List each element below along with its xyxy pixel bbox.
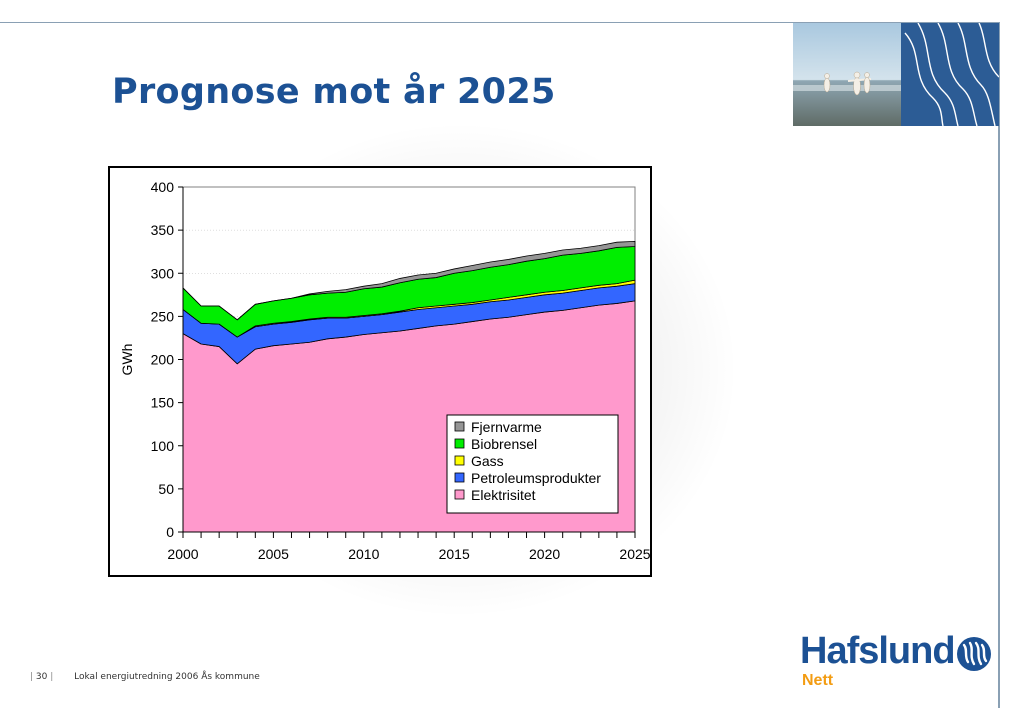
legend-box [446, 414, 619, 514]
x-tick-label: 2000 [167, 546, 198, 562]
y-axis-label: GWh [119, 344, 135, 376]
slide-title: Prognose mot år 2025 [112, 72, 556, 112]
legend-swatch [454, 438, 465, 449]
slide-footer: | 30 | Lokal energiutredning 2006 Ås kom… [30, 672, 260, 682]
y-tick-label: 100 [151, 438, 175, 454]
x-tick-label: 2005 [258, 546, 289, 562]
legend-label: Petroleumsprodukter [471, 470, 601, 486]
footer-separator: | [47, 672, 54, 682]
legend-swatch [454, 489, 465, 500]
legend-label: Fjernvarme [471, 419, 542, 435]
chart-frame: 0 50 100 150 200 250 300 350 400 2000 2005 2010 2015… [108, 166, 652, 577]
legend-swatch [454, 455, 465, 466]
x-tick-label: 2025 [619, 546, 650, 562]
logo-name: Hafslund [800, 630, 956, 672]
x-tick-label: 2015 [439, 546, 470, 562]
x-tick-label: 2010 [348, 546, 379, 562]
footer-page-number: 30 [35, 672, 48, 682]
area-series-fjernvarme [182, 240, 636, 321]
y-tick-label: 50 [158, 481, 174, 497]
right-divider-line [998, 22, 1000, 708]
top-divider-line [0, 22, 1000, 23]
footer-separator: | [30, 672, 36, 682]
y-tick-label: 400 [151, 179, 175, 195]
beach-people-photo-icon [793, 23, 999, 126]
legend-label: Elektrisitet [471, 487, 536, 503]
y-tick-label: 300 [151, 265, 175, 281]
y-tick-label: 250 [151, 308, 175, 324]
y-tick-label: 0 [166, 524, 174, 540]
energy-forecast-chart: 0 50 100 150 200 250 300 350 400 2000 2005 2010 2015… [119, 179, 650, 562]
legend-label: Biobrensel [471, 436, 537, 452]
legend-swatch [454, 472, 465, 483]
y-tick-label: 350 [151, 222, 175, 238]
footer-text: Lokal energiutredning 2006 Ås kommune [74, 672, 260, 682]
legend-label: Gass [471, 453, 504, 469]
x-tick-label: 2020 [529, 546, 560, 562]
y-tick-label: 200 [151, 352, 175, 368]
logo-sub: Nett [802, 672, 834, 689]
hafslund-wave-emblem-icon [957, 637, 991, 671]
y-tick-label: 150 [151, 395, 175, 411]
hafslund-logo: Hafslund Nett [796, 630, 996, 700]
legend-swatch [454, 421, 465, 432]
